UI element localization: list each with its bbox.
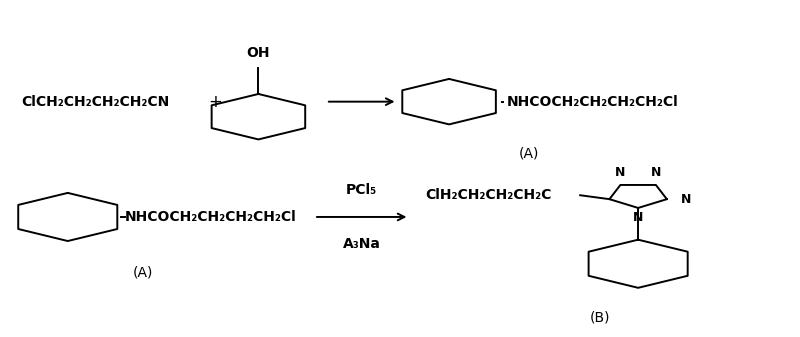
Text: N: N bbox=[650, 166, 661, 179]
Text: N: N bbox=[633, 211, 643, 224]
Text: N: N bbox=[615, 166, 626, 179]
Text: OH: OH bbox=[246, 46, 270, 60]
Text: N: N bbox=[681, 193, 691, 206]
Text: NHCOCH₂CH₂CH₂CH₂Cl: NHCOCH₂CH₂CH₂CH₂Cl bbox=[506, 95, 678, 109]
Text: ClH₂CH₂CH₂CH₂C: ClH₂CH₂CH₂CH₂C bbox=[426, 188, 552, 202]
Text: PCl₅: PCl₅ bbox=[346, 183, 378, 197]
Text: ClCH₂CH₂CH₂CH₂CN: ClCH₂CH₂CH₂CH₂CN bbox=[22, 95, 170, 109]
Text: A₃Na: A₃Na bbox=[342, 237, 381, 251]
Text: (B): (B) bbox=[590, 310, 610, 324]
Text: +: + bbox=[208, 93, 222, 111]
Text: (A): (A) bbox=[518, 147, 538, 160]
Text: (A): (A) bbox=[133, 265, 154, 279]
Text: NHCOCH₂CH₂CH₂CH₂Cl: NHCOCH₂CH₂CH₂CH₂Cl bbox=[125, 210, 297, 224]
